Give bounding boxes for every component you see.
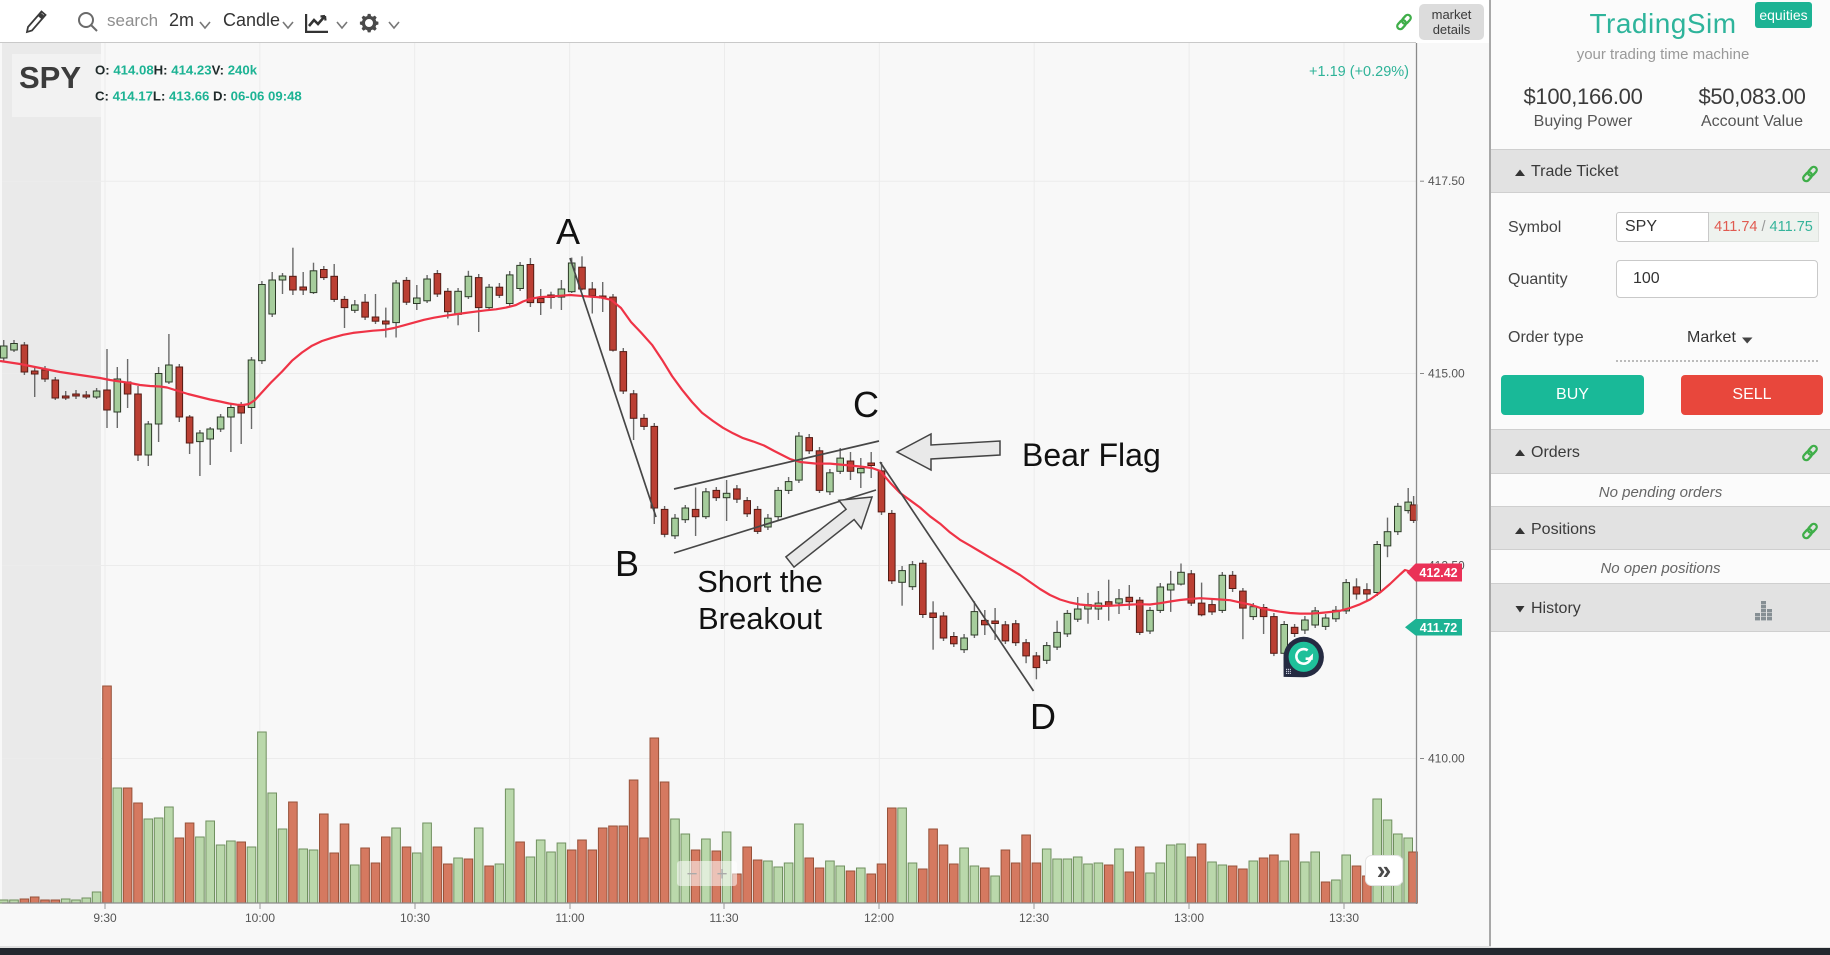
svg-text:13:30: 13:30 bbox=[1329, 911, 1359, 925]
svg-text:9:30: 9:30 bbox=[93, 911, 117, 925]
svg-text:Bear Flag: Bear Flag bbox=[1022, 437, 1161, 473]
svg-text:11:00: 11:00 bbox=[555, 911, 584, 925]
svg-text:D: D bbox=[1030, 696, 1056, 737]
svg-text:B: B bbox=[615, 543, 639, 584]
svg-text:O: 414.08H: 414.23V: 240k: O: 414.08H: 414.23V: 240k bbox=[95, 63, 258, 78]
svg-text:C: C bbox=[853, 384, 879, 425]
svg-text:412.42: 412.42 bbox=[1419, 566, 1457, 580]
svg-text:A: A bbox=[556, 211, 580, 252]
svg-text:»: » bbox=[1377, 855, 1391, 885]
svg-text:11:30: 11:30 bbox=[709, 911, 738, 925]
svg-text:13:00: 13:00 bbox=[1174, 911, 1204, 925]
svg-text:+1.19 (+0.29%): +1.19 (+0.29%) bbox=[1309, 64, 1409, 80]
svg-text:10:30: 10:30 bbox=[400, 911, 430, 925]
svg-text:C: 414.17L: 413.66 D: 06-06 09: C: 414.17L: 413.66 D: 06-06 09:48 bbox=[95, 89, 302, 104]
svg-text:Short the: Short the bbox=[697, 564, 823, 599]
svg-text:Breakout: Breakout bbox=[698, 601, 822, 636]
svg-text:10:00: 10:00 bbox=[245, 911, 275, 925]
svg-text:415.00: 415.00 bbox=[1428, 367, 1465, 381]
svg-text:410.00: 410.00 bbox=[1428, 752, 1465, 766]
svg-text:12:30: 12:30 bbox=[1019, 911, 1049, 925]
svg-text:12:00: 12:00 bbox=[864, 911, 894, 925]
svg-text:−: − bbox=[686, 864, 697, 885]
svg-text:+: + bbox=[716, 864, 727, 885]
svg-text:417.50: 417.50 bbox=[1428, 174, 1465, 188]
svg-text:SPY: SPY bbox=[19, 60, 81, 95]
svg-text:411.72: 411.72 bbox=[1420, 621, 1458, 635]
